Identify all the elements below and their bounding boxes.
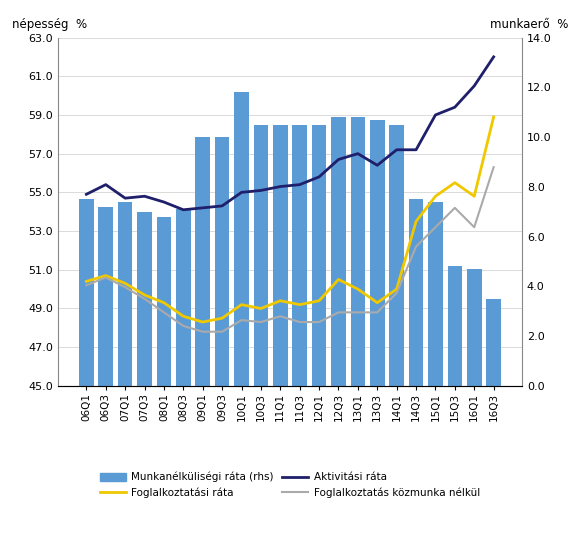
- Bar: [253, 125, 268, 386]
- Bar: [370, 120, 385, 386]
- Bar: [99, 207, 113, 386]
- Bar: [487, 299, 501, 386]
- Bar: [467, 269, 481, 386]
- Bar: [292, 125, 307, 386]
- Text: népesség  %: népesség %: [12, 18, 87, 31]
- Bar: [312, 125, 327, 386]
- Text: munkaerő  %: munkaerő %: [490, 18, 568, 31]
- Bar: [448, 266, 462, 386]
- Bar: [331, 117, 346, 386]
- Bar: [350, 117, 365, 386]
- Bar: [389, 125, 404, 386]
- Bar: [428, 202, 443, 386]
- Bar: [79, 199, 93, 386]
- Bar: [215, 137, 230, 386]
- Bar: [137, 212, 152, 386]
- Bar: [273, 125, 288, 386]
- Bar: [118, 202, 132, 386]
- Legend: Munkanélküliségi ráta (rhs), Foglalkoztatási ráta, Aktivitási ráta, Foglalkoztat: Munkanélküliségi ráta (rhs), Foglalkozta…: [96, 468, 484, 502]
- Bar: [176, 209, 191, 386]
- Bar: [157, 217, 171, 386]
- Bar: [409, 199, 423, 386]
- Bar: [195, 137, 210, 386]
- Bar: [234, 92, 249, 386]
